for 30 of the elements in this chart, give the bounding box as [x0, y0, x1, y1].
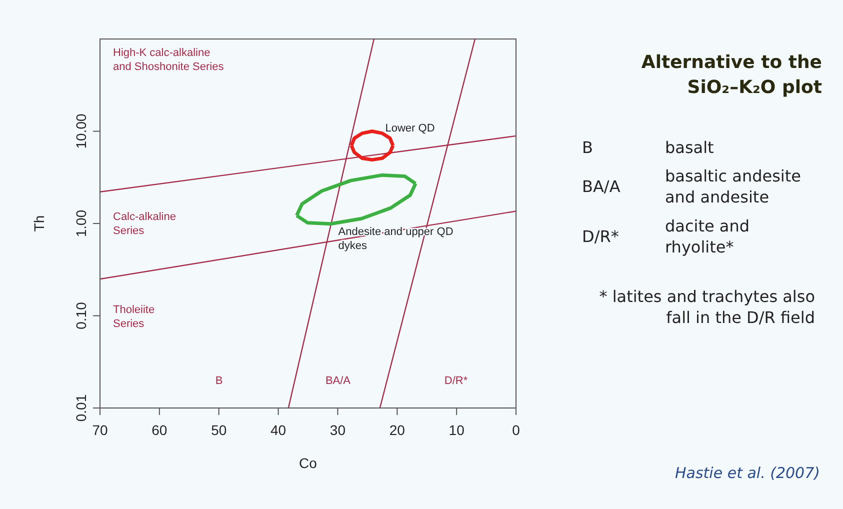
annotation: D/R*: [444, 375, 468, 387]
annotation: B: [215, 375, 223, 387]
text: B: [582, 138, 593, 157]
x-tick-label: 20: [389, 422, 406, 438]
text: dacite and rhyolite*: [665, 216, 750, 256]
y-tick-label: 1.00: [73, 210, 89, 238]
y-tick-label: 10.00: [73, 114, 89, 149]
x-tick-label: 70: [92, 422, 108, 438]
text: basaltic andesite and andesite: [665, 166, 801, 206]
annotation: High-K calc-alkaline and Shoshonite Series: [113, 47, 224, 73]
x-tick-label: 10: [448, 422, 465, 438]
x-tick-label: 0: [512, 422, 520, 438]
annotation: BA/A: [325, 375, 352, 387]
text: BA/A: [582, 177, 620, 196]
text: D/R*: [582, 227, 619, 246]
y-tick-label: 0.10: [73, 302, 89, 330]
x-tick-label: 30: [330, 422, 346, 438]
annotation: Tholeiite Series: [113, 304, 155, 330]
text: Hastie et al. (2007): [675, 464, 820, 482]
annotation: Lower QD: [385, 122, 435, 134]
x-tick-label: 50: [211, 422, 227, 438]
text: Alternative to the SiO₂–K₂O plot: [641, 52, 822, 98]
text: * latites and trachytes also fall in the D/R field: [599, 287, 815, 327]
text: basalt: [665, 138, 714, 157]
y-tick-label: 0.01: [73, 394, 89, 422]
x-tick-label: 60: [152, 422, 168, 438]
y-axis-title: Th: [31, 215, 47, 232]
annotation: Calc-alkaline Series: [113, 211, 176, 237]
x-axis-title: Co: [299, 455, 318, 471]
x-tick-label: 40: [270, 422, 286, 438]
